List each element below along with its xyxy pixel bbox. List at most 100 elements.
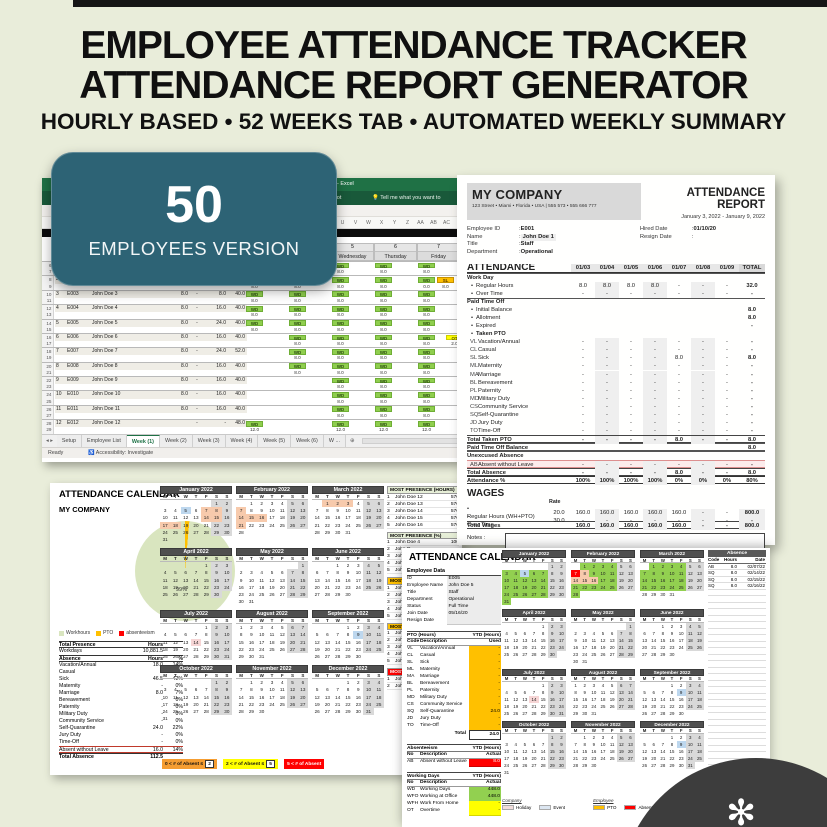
date-cell: 21	[660, 756, 666, 762]
date-cell: 6	[523, 630, 527, 636]
date-cell: 6	[326, 687, 329, 693]
stat-hours: 18.0	[152, 662, 163, 668]
date-cell: 21	[540, 756, 546, 762]
sheet-tab-setup[interactable]: Setup	[56, 434, 83, 447]
date-cell: 13	[183, 639, 189, 645]
absence-row: SQ 8.0 02/14/22	[708, 570, 766, 577]
attendance-calendar-panel-company: ATTENDANCE CALENDAR MY COMPANY 1% 99% Wo…	[50, 483, 462, 775]
sheet-tab-w-[interactable]: W ...	[323, 434, 346, 447]
hours-cell: 12.0	[421, 427, 432, 433]
date-cell: 2	[221, 679, 232, 687]
stats-row: Self-Quarantine 24.0 22%	[59, 725, 183, 732]
weekday-label: F	[277, 494, 288, 500]
pto-code: MD	[470, 395, 480, 402]
date-cell: 5	[616, 563, 626, 571]
field-label: Join Date	[407, 611, 428, 616]
date-cell: 5	[174, 632, 177, 638]
date-cell: 4	[373, 679, 384, 687]
sheet-tab-week-2-[interactable]: Week (2)	[159, 434, 193, 447]
row-number: 17	[42, 340, 54, 348]
report-row: PL Paternity - - - - - - - -	[467, 386, 765, 395]
empty-cell	[520, 734, 529, 741]
sheet-tab-week-5-[interactable]: Week (5)	[258, 434, 292, 447]
date-cell: 2	[239, 570, 243, 576]
date-cell: 27	[642, 651, 648, 657]
day-value: -	[726, 428, 728, 435]
day-value: -	[595, 362, 619, 371]
date-cell: 10	[502, 577, 512, 585]
date-cell: 30	[547, 709, 557, 717]
day-value: -	[643, 517, 667, 525]
info-value: Staff	[520, 241, 534, 248]
empty-cell	[312, 500, 322, 507]
sheet-tab-employee-list[interactable]: Employee List	[82, 434, 127, 447]
weekday-label: M	[640, 728, 650, 735]
date-cell: 2	[332, 500, 343, 508]
add-sheet-button[interactable]: ⊕	[349, 437, 355, 444]
weekday-label: T	[322, 556, 333, 563]
date-cell: 11	[504, 696, 509, 702]
row-label-text: Expired	[476, 322, 496, 329]
stat-percent: 14%	[172, 747, 183, 753]
date-cell: 25	[513, 763, 519, 769]
date-cell: 20	[324, 701, 330, 707]
weekday-label: T	[170, 673, 181, 680]
day-value: -	[691, 281, 715, 290]
date-cell: 20	[616, 695, 626, 703]
accessibility-icon: ♿	[88, 450, 95, 456]
employee-legend-label: Employee	[593, 798, 614, 803]
hours-cell: 8.0	[251, 312, 258, 318]
empty-cell	[502, 563, 511, 570]
accessibility-status[interactable]: ♿ Accessibility: Investigate	[88, 450, 154, 456]
date-cell: 10	[355, 570, 361, 576]
date-cell: 19	[616, 748, 626, 756]
hours-cell: 12.0	[335, 427, 346, 433]
date-cell: 28	[203, 529, 209, 535]
absence-empty-row	[708, 674, 766, 681]
date-cell: 11	[607, 570, 617, 578]
date-cell: 2	[547, 681, 557, 689]
pto-description: Marriage	[420, 674, 440, 679]
tell-me-search[interactable]: 💡 Tell me what you want to	[372, 195, 441, 201]
date-cell: 18	[269, 639, 275, 645]
weekday-label: S	[297, 673, 308, 680]
row-band	[55, 319, 247, 327]
column-letter: W	[366, 220, 371, 226]
attendance-code-cell: WD	[332, 305, 349, 312]
value-cell: -	[196, 405, 198, 412]
stat-value: 10,881.5	[142, 648, 163, 654]
date-cell: 21	[238, 701, 244, 707]
sheet-tab-week-4-[interactable]: Week (4)	[225, 434, 259, 447]
date-cell: 27	[183, 654, 189, 659]
sheet-tab-week-6-[interactable]: Week (6)	[291, 434, 324, 447]
sheet-tab-week-1-[interactable]: Week (1)	[126, 434, 160, 447]
weekday-label: M	[160, 556, 171, 563]
month-title: December 2022	[640, 720, 704, 729]
horizontal-scrollbar[interactable]	[362, 437, 458, 444]
date-cell: 14	[660, 749, 666, 755]
pto-code: ML	[407, 667, 414, 672]
row-number: 10	[42, 290, 54, 298]
attendance-code-cell: WD	[418, 334, 435, 341]
date-cell: 7	[205, 687, 208, 693]
pto-row: MA Marriage -	[407, 674, 501, 682]
hours-cell: 12.0	[249, 427, 260, 433]
date-cell: 16	[556, 577, 566, 585]
empty-cell	[520, 682, 529, 689]
date-grid: 1 2 3 4 5 6 7 8 9 10 11 12 13 14 15 16 17 18 19 20 21 22 23 24 2…	[236, 624, 308, 660]
date-cell: 20	[529, 584, 539, 592]
date-cell: 16	[556, 748, 566, 756]
absence-empty-row	[708, 622, 766, 629]
empty-cell	[649, 682, 658, 689]
date-cell: 7	[538, 570, 548, 578]
sheet-nav-arrows[interactable]: ◂ ▸	[46, 437, 53, 444]
absence-code: SQ	[708, 583, 715, 588]
row-band	[55, 348, 247, 356]
legend-label: absenteeism	[126, 630, 155, 636]
rate-value: 20.0	[553, 509, 565, 516]
day-value: -	[678, 420, 680, 427]
weekday-label: S	[287, 618, 298, 625]
sheet-tab-week-3-[interactable]: Week (3)	[192, 434, 226, 447]
